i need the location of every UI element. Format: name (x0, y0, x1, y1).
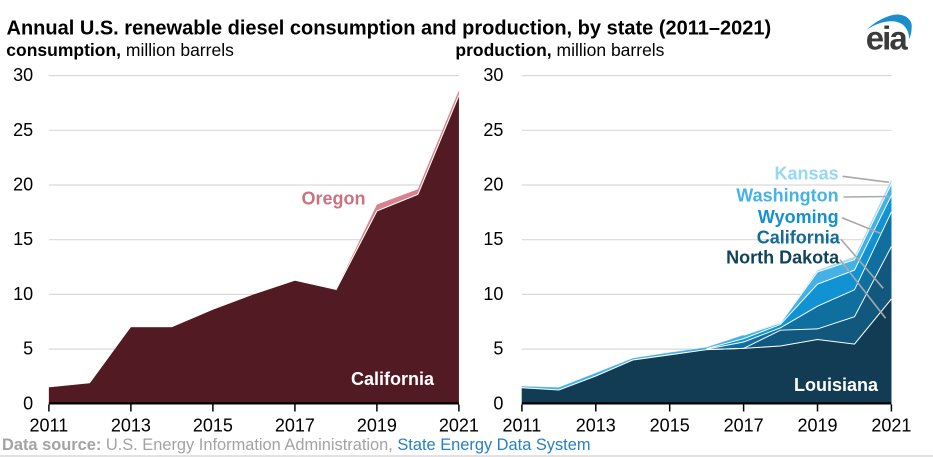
svg-text:2015: 2015 (193, 415, 233, 435)
svg-text:30: 30 (483, 65, 503, 85)
svg-text:15: 15 (483, 229, 503, 249)
svg-text:California: California (757, 228, 841, 248)
svg-text:2019: 2019 (797, 415, 837, 435)
svg-text:2011: 2011 (30, 415, 69, 435)
svg-text:10: 10 (483, 284, 503, 304)
svg-text:Oregon: Oregon (301, 189, 365, 209)
svg-text:production, million barrels: production, million barrels (455, 40, 664, 60)
svg-text:2021: 2021 (439, 415, 479, 435)
svg-text:Data source: U.S. Energy Infor: Data source: U.S. Energy Information Adm… (2, 436, 591, 454)
svg-text:2017: 2017 (275, 415, 315, 435)
svg-text:Louisiana: Louisiana (794, 375, 879, 395)
svg-text:15: 15 (13, 229, 33, 249)
svg-text:25: 25 (13, 120, 33, 140)
svg-text:0: 0 (493, 393, 503, 413)
svg-text:consumption, million barrels: consumption, million barrels (6, 40, 234, 60)
svg-text:2013: 2013 (111, 415, 151, 435)
svg-text:eia: eia (866, 20, 909, 57)
svg-text:Annual U.S. renewable diesel c: Annual U.S. renewable diesel consumption… (7, 18, 772, 40)
svg-text:2015: 2015 (650, 415, 690, 435)
svg-text:Kansas: Kansas (775, 164, 839, 184)
svg-text:California: California (351, 369, 435, 389)
svg-text:5: 5 (493, 339, 503, 359)
svg-text:30: 30 (13, 65, 33, 85)
svg-text:25: 25 (483, 120, 503, 140)
svg-text:Wyoming: Wyoming (758, 207, 839, 227)
svg-text:10: 10 (13, 284, 33, 304)
svg-text:20: 20 (483, 175, 503, 195)
svg-text:0: 0 (23, 393, 33, 413)
svg-text:2021: 2021 (871, 415, 911, 435)
svg-text:2019: 2019 (357, 415, 397, 435)
svg-text:5: 5 (23, 339, 33, 359)
svg-text:2013: 2013 (576, 415, 616, 435)
svg-text:North Dakota: North Dakota (726, 248, 840, 268)
svg-text:2017: 2017 (724, 415, 764, 435)
svg-text:Washington: Washington (736, 186, 838, 206)
svg-text:20: 20 (13, 175, 33, 195)
svg-text:2011: 2011 (503, 415, 542, 435)
